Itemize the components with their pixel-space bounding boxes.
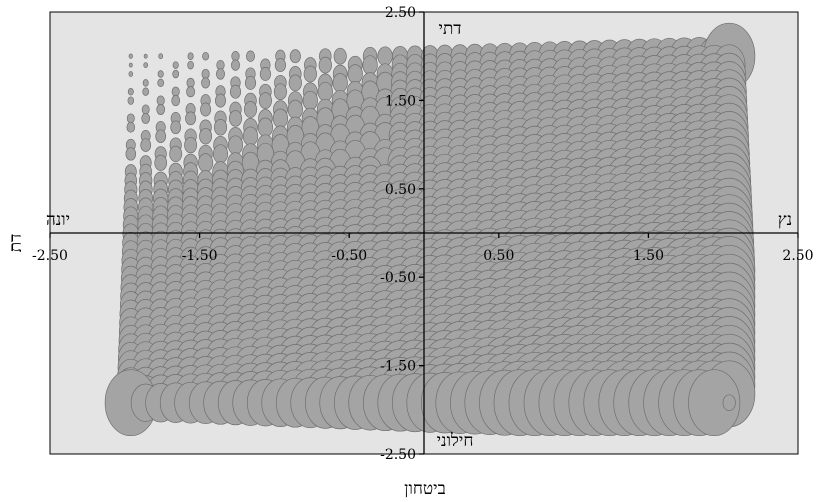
bubble-point <box>125 147 137 161</box>
x-tick-label: -2.50 <box>32 248 68 264</box>
bubble-point <box>258 92 272 109</box>
bubble-point <box>332 73 348 93</box>
x-axis-left-label: יונה <box>46 210 70 230</box>
bubble-point <box>128 62 133 68</box>
bubble-point <box>141 112 151 124</box>
bubble-point <box>228 110 243 127</box>
bubble-point <box>347 64 363 84</box>
x-axis-right-label: נץ <box>778 210 792 230</box>
bubble-point <box>170 120 182 135</box>
bubble-point <box>185 111 197 126</box>
bubble-point <box>272 108 289 129</box>
x-tick-label: 1.50 <box>633 248 664 264</box>
bubble-point <box>302 90 318 111</box>
bubble-point <box>722 394 736 411</box>
labels-layer: ביטחון דת יונה נץ דתי חילוני <box>6 19 792 499</box>
bubble-point <box>157 78 165 88</box>
bubble-point <box>157 70 164 78</box>
bubble-point <box>202 51 210 61</box>
bubble-point <box>143 62 149 68</box>
bubble-point <box>213 119 228 136</box>
y-tick-label: -0.50 <box>380 270 416 286</box>
bubble-point <box>377 46 393 66</box>
bubble-point <box>128 71 134 77</box>
bubble-point <box>140 138 152 152</box>
bubble-point <box>201 77 211 89</box>
bubble-point <box>126 121 136 133</box>
bubble-point <box>198 153 214 173</box>
y-axis-top-label: דתי <box>438 19 461 39</box>
bubble-point <box>242 126 259 146</box>
bubble-point <box>227 135 244 155</box>
bubble-point <box>246 50 255 62</box>
bubble-point <box>243 101 258 118</box>
bubble-point <box>318 56 332 74</box>
bubble-point <box>155 129 167 143</box>
bubble-point <box>199 127 213 145</box>
bubble-point <box>244 75 257 90</box>
bubble-point <box>289 49 301 64</box>
axes-layer: -2.50 -1.50 -0.50 0.50 1.50 2.50 2.50 1.50 0.50 -… <box>32 5 814 463</box>
x-tick-label: 0.50 <box>483 248 514 264</box>
bubble-point <box>187 60 194 70</box>
bubble-point <box>200 102 212 117</box>
bubble-point <box>128 53 133 59</box>
bubble-point <box>274 58 286 73</box>
bubble-point <box>216 68 225 80</box>
bubble-point <box>171 95 181 107</box>
bubble-point <box>154 154 168 171</box>
bubble-point <box>273 83 287 101</box>
bubble-point <box>126 113 135 124</box>
bubble-point <box>172 69 180 79</box>
bubble-point <box>172 61 179 69</box>
bubble-point <box>362 55 378 75</box>
bubble-point <box>158 53 164 60</box>
bubble-point <box>229 84 242 99</box>
y-tick-label: 1.50 <box>385 93 416 109</box>
bubble-point <box>287 99 303 120</box>
bubble-point <box>259 67 271 81</box>
bubbles-layer <box>104 22 756 437</box>
bubble-point <box>171 86 180 97</box>
x-tick-label: -1.50 <box>182 248 218 264</box>
bubble-point <box>141 104 150 115</box>
bubble-point <box>231 59 240 71</box>
bubble-point <box>688 369 741 437</box>
y-tick-label: 0.50 <box>385 182 416 198</box>
bubble-point <box>187 52 194 61</box>
y-axis-bottom-label: חילוני <box>437 431 474 451</box>
bubble-point <box>169 145 183 163</box>
bubble-point <box>186 86 196 98</box>
x-axis-title: ביטחון <box>404 479 446 499</box>
bubble-point <box>156 104 166 115</box>
bubble-point <box>184 136 198 154</box>
bubble-point <box>143 53 148 59</box>
bubble-point <box>127 96 135 105</box>
bubble-point <box>333 47 347 65</box>
y-tick-label: -1.50 <box>380 359 416 375</box>
bubble-point <box>212 144 229 164</box>
bubble-point <box>215 93 226 108</box>
bubble-point <box>142 79 149 87</box>
x-tick-label: -0.50 <box>331 248 367 264</box>
bubble-point <box>156 95 165 106</box>
x-tick-label: 2.50 <box>782 248 813 264</box>
y-tick-label: -2.50 <box>380 447 416 463</box>
bubble-point <box>257 117 274 137</box>
y-tick-label: 2.50 <box>385 5 416 21</box>
bubble-point <box>142 87 150 96</box>
bubble-point <box>317 81 333 102</box>
bubble-point <box>127 88 134 96</box>
y-axis-title: דת <box>6 234 26 253</box>
bubble-point <box>288 74 302 92</box>
bubble-point <box>303 65 317 83</box>
